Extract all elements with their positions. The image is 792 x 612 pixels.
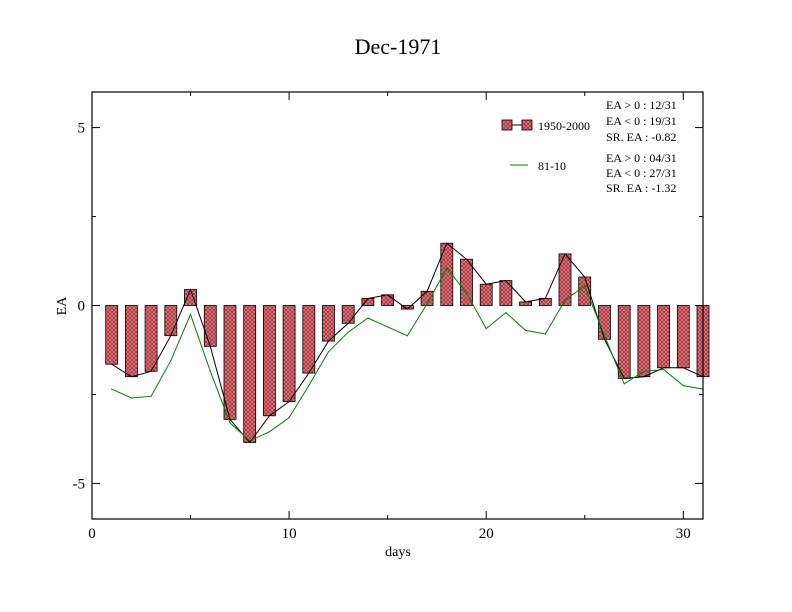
point-81-10-day-6 [209, 370, 211, 372]
bar-day-26 [598, 305, 611, 340]
bar-day-20 [479, 283, 493, 306]
point-81-10-day-7 [229, 422, 231, 424]
x-tick-label-0: 0 [88, 526, 96, 542]
bar-day-5 [184, 289, 197, 306]
point-81-10-day-21 [505, 312, 507, 314]
bar-day-8 [243, 305, 257, 443]
bar-day-2 [125, 305, 138, 378]
x-tick-label-10: 10 [282, 526, 297, 542]
bar-day-15 [381, 294, 395, 306]
point-81-10-day-5 [189, 313, 192, 315]
point-81-10-day-30 [682, 385, 684, 387]
stat-ratio-1950-2000: SR. EA : -0.82 [606, 130, 676, 144]
legend-label-1950-2000: 1950-2000 [538, 119, 590, 133]
y-tick-label-5: 5 [78, 121, 86, 137]
point-81-10-day-24 [564, 299, 566, 301]
bar-day-4 [164, 305, 178, 337]
line-81-10 [111, 267, 704, 442]
x-tick-label-20: 20 [479, 526, 494, 542]
point-81-10-day-14 [367, 317, 369, 319]
point-81-10-day-19 [465, 292, 468, 294]
bar-day-22 [519, 301, 532, 306]
legend-swatch-1950-2000-right [521, 119, 533, 131]
stat-positive-81-10: EA > 0 : 04/31 [606, 151, 677, 165]
point-81-10-day-26 [603, 335, 606, 337]
point-81-10-day-8 [249, 440, 251, 442]
stat-ratio-81-10: SR. EA : -1.32 [606, 181, 676, 195]
bar-day-1 [105, 305, 119, 365]
y-axis-label: EA [55, 296, 70, 316]
y-tick-label--5: -5 [73, 476, 86, 492]
point-81-10-day-15 [387, 326, 389, 328]
bar-day-9 [262, 305, 276, 417]
axis-ticks: 0 10 20 30 -5 0 5 [73, 92, 703, 542]
point-81-10-day-4 [170, 360, 172, 362]
bar-day-11 [302, 305, 316, 374]
stat-negative-1950-2000: EA < 0 : 19/31 [606, 114, 677, 128]
chart-title: Dec-1971 [355, 34, 442, 59]
point-81-10-day-9 [268, 431, 270, 433]
point-81-10-day-20 [485, 328, 487, 330]
bar-day-12 [322, 305, 335, 342]
point-81-10-day-25 [584, 285, 586, 287]
x-tick-label-30: 30 [676, 526, 691, 542]
legend-label-81-10: 81-10 [538, 159, 566, 173]
bars-1950-2000 [105, 242, 710, 443]
bar-day-6 [203, 305, 217, 347]
point-81-10-day-12 [327, 351, 330, 353]
stat-positive-1950-2000: EA > 0 : 12/31 [606, 98, 677, 112]
bar-day-21 [499, 280, 513, 306]
line-1950-2000 [111, 242, 704, 444]
point-81-10-day-18 [446, 267, 448, 269]
point-81-10-day-1 [111, 388, 113, 390]
bar-day-28 [637, 305, 651, 378]
point-81-10-day-29 [663, 368, 665, 371]
point-81-10-day-23 [544, 333, 546, 335]
bar-day-29 [657, 305, 670, 369]
point-81-10-day-10 [288, 417, 290, 419]
point-81-10-day-2 [130, 397, 132, 399]
point-81-10-day-13 [347, 331, 349, 333]
bar-day-3 [144, 305, 158, 372]
point-81-10-day-28 [643, 370, 645, 372]
legend: 1950-2000 81-10 EA > 0 : 12/31 EA < 0 : … [501, 98, 677, 195]
point-81-10-day-17 [426, 303, 428, 305]
point-81-10-day-3 [150, 395, 152, 397]
point-81-10-day-16 [406, 335, 408, 337]
point-81-10-day-27 [623, 383, 625, 385]
point-81-10-day-22 [525, 329, 527, 331]
bar-day-10 [282, 305, 296, 402]
point-81-10-day-11 [308, 385, 310, 387]
legend-swatch-1950-2000-left [501, 119, 513, 131]
bar-day-27 [617, 305, 631, 379]
lines-layer [111, 242, 704, 444]
x-axis-label: days [385, 545, 411, 560]
bar-day-19 [460, 258, 473, 306]
stat-negative-81-10: EA < 0 : 27/31 [606, 166, 677, 180]
bar-day-13 [341, 305, 355, 324]
y-tick-label-0: 0 [78, 299, 86, 315]
bar-day-30 [676, 305, 690, 369]
